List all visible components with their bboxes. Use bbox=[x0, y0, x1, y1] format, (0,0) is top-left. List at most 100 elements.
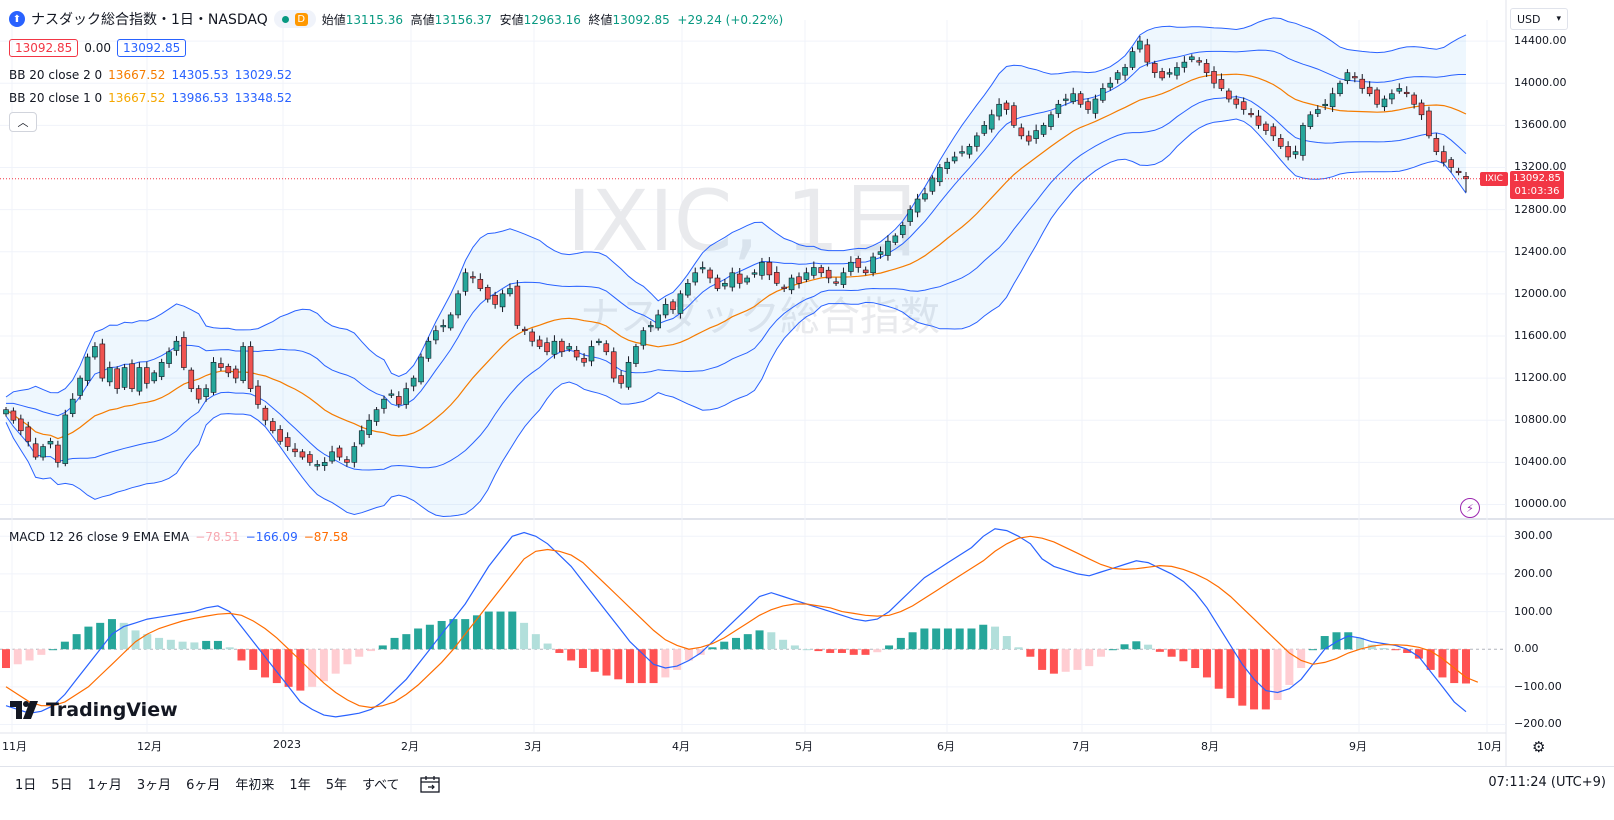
clock-timezone[interactable]: 07:11:24 (UTC+9) bbox=[1488, 775, 1606, 790]
candle-body bbox=[344, 459, 350, 463]
candle-body bbox=[425, 340, 432, 359]
market-open-dot-icon bbox=[281, 15, 289, 23]
macd-histogram-bar bbox=[814, 649, 823, 652]
currency-selector[interactable]: USD ▾ bbox=[1510, 8, 1568, 30]
candle-body bbox=[18, 418, 24, 432]
candle-body bbox=[944, 161, 951, 170]
range-1y-button[interactable]: 1年 bbox=[289, 778, 311, 793]
macd-histogram-bar bbox=[649, 649, 658, 684]
macd-histogram-bar bbox=[296, 649, 305, 691]
candle-body bbox=[92, 346, 98, 358]
candle-body bbox=[603, 343, 610, 353]
range-6m-button[interactable]: 6ヶ月 bbox=[186, 778, 221, 793]
candle-body bbox=[907, 209, 913, 222]
macd-histogram-bar bbox=[555, 649, 564, 653]
macd-histogram-bar bbox=[520, 622, 529, 650]
bid-price-button[interactable]: 13092.85 bbox=[9, 39, 79, 57]
macd-legend[interactable]: MACD 12 26 close 9 EMA EMA −78.51 −166.0… bbox=[9, 530, 348, 544]
lightning-icon[interactable]: ⚡ bbox=[1460, 498, 1480, 518]
price-tick-label: 12800.00 bbox=[1514, 202, 1567, 216]
candle-body bbox=[492, 295, 498, 305]
market-status-badge[interactable]: D bbox=[273, 10, 316, 28]
bb1-basis: 13667.52 bbox=[108, 91, 166, 105]
range-ytd-button[interactable]: 年初来 bbox=[235, 778, 275, 793]
candle-body bbox=[455, 293, 461, 316]
range-3m-button[interactable]: 3ヶ月 bbox=[136, 778, 172, 793]
candle-body bbox=[144, 367, 150, 384]
macd-histogram-bar bbox=[202, 640, 211, 650]
candle-body bbox=[247, 346, 254, 389]
macd-histogram-bar bbox=[1120, 644, 1129, 650]
bb1-legend[interactable]: BB 20 close 1 0 13667.52 13986.53 13348.… bbox=[9, 91, 292, 105]
macd-histogram-bar bbox=[602, 649, 611, 676]
ask-price-button[interactable]: 13092.85 bbox=[116, 39, 187, 57]
macd-histogram-bar bbox=[1038, 649, 1047, 670]
macd-histogram-bar bbox=[37, 649, 46, 655]
macd-histogram-bar bbox=[1273, 649, 1282, 701]
candle-body bbox=[996, 103, 1002, 117]
candle-body bbox=[877, 251, 884, 255]
candle-body bbox=[1181, 61, 1188, 68]
range-1d-button[interactable]: 1日 bbox=[15, 778, 37, 793]
macd-histogram-bar bbox=[967, 628, 976, 650]
range-1m-button[interactable]: 1ヶ月 bbox=[87, 778, 122, 793]
candle-body bbox=[773, 272, 780, 284]
macd-histogram-bar bbox=[590, 649, 599, 672]
macd-tick-label: 300.00 bbox=[1514, 529, 1553, 543]
candle-body bbox=[1396, 88, 1403, 92]
bb2-legend[interactable]: BB 20 close 2 0 13667.52 14305.53 13029.… bbox=[9, 68, 292, 82]
candle-body bbox=[1381, 98, 1388, 108]
macd-signal-value: −87.58 bbox=[303, 530, 349, 544]
macd-histogram-bar bbox=[1356, 637, 1365, 650]
candle-body bbox=[99, 343, 106, 379]
macd-histogram-bar bbox=[1226, 649, 1235, 699]
range-all-button[interactable]: すべて bbox=[361, 778, 400, 793]
macd-histogram-bar bbox=[1426, 649, 1435, 670]
candle-body bbox=[818, 267, 825, 274]
candle-body bbox=[736, 273, 743, 284]
candle-body bbox=[914, 198, 921, 213]
gear-icon[interactable]: ⚙ bbox=[1532, 738, 1546, 756]
time-tick-label: 12月 bbox=[137, 740, 162, 753]
candle-body bbox=[1055, 103, 1062, 114]
candle-body bbox=[1003, 102, 1010, 110]
macd-histogram-bar bbox=[131, 630, 140, 650]
candle-body bbox=[314, 464, 321, 467]
time-tick-label: 2月 bbox=[401, 740, 419, 753]
chevron-down-icon: ▾ bbox=[1556, 14, 1561, 24]
candle-body bbox=[1418, 102, 1425, 116]
time-tick-label: 5月 bbox=[795, 740, 813, 753]
macd-histogram-bar bbox=[732, 637, 740, 650]
calendar-goto-icon[interactable] bbox=[419, 775, 440, 793]
candle-body bbox=[1048, 114, 1054, 127]
macd-histogram-bar bbox=[1450, 649, 1459, 684]
macd-histogram-bar bbox=[1379, 648, 1388, 650]
macd-histogram-bar bbox=[955, 628, 964, 650]
candle-body bbox=[848, 261, 854, 272]
candle-body bbox=[1263, 123, 1269, 131]
macd-histogram-bar bbox=[1438, 649, 1447, 678]
symbol-legend: ⬆ ナスダック総合指数・1日・NASDAQ D 始値13115.36 高値131… bbox=[9, 9, 783, 29]
macd-histogram-bar bbox=[1462, 649, 1470, 684]
macd-histogram-bar bbox=[802, 649, 811, 651]
bb1-upper: 13986.53 bbox=[171, 91, 229, 105]
tradingview-logo[interactable]: TradingView bbox=[10, 699, 178, 721]
macd-histogram-bar bbox=[720, 641, 729, 650]
candle-body bbox=[1411, 94, 1417, 105]
candle-body bbox=[1018, 127, 1025, 137]
macd-histogram-bar bbox=[472, 615, 481, 650]
collapse-legend-button[interactable]: ︿ bbox=[9, 112, 37, 132]
watermark-title: IXIC, 1日 bbox=[567, 172, 924, 270]
macd-histogram-bar bbox=[908, 632, 917, 650]
candle-body bbox=[307, 454, 313, 463]
macd-tick-label: −100.00 bbox=[1514, 679, 1562, 693]
candle-body bbox=[1300, 125, 1306, 156]
range-5d-button[interactable]: 5日 bbox=[51, 778, 73, 793]
chevron-up-icon: ︿ bbox=[17, 116, 29, 129]
symbol-title[interactable]: ナスダック総合指数・1日・NASDAQ bbox=[31, 12, 268, 28]
candle-body bbox=[462, 272, 469, 292]
candle-body bbox=[1188, 56, 1195, 60]
range-5y-button[interactable]: 5年 bbox=[325, 778, 347, 793]
candle-body bbox=[106, 367, 113, 383]
